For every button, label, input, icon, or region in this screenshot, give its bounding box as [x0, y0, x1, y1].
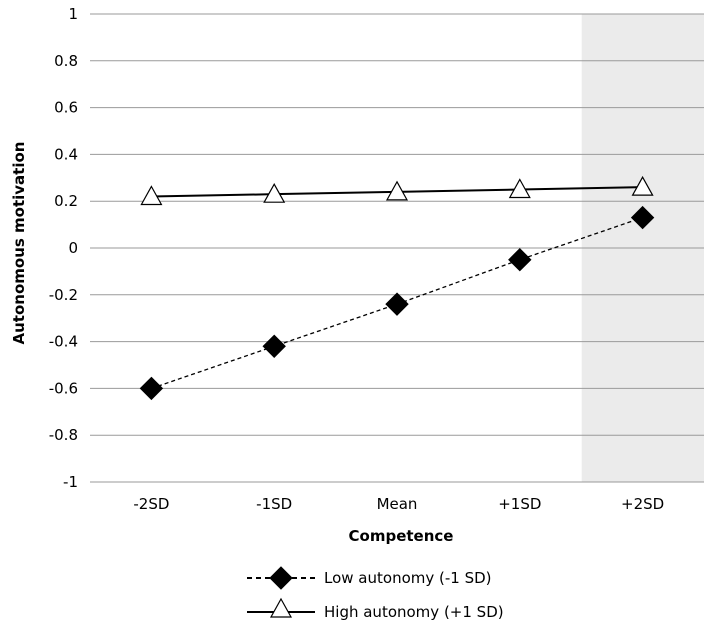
series-group [139, 175, 655, 401]
y-tick-label: 0.8 [54, 52, 78, 70]
legend: Low autonomy (-1 SD) High autonomy (+1 SD… [247, 566, 504, 621]
y-tick-label: 0 [68, 239, 78, 257]
y-tick-label: -0.2 [49, 286, 78, 304]
data-point [385, 180, 409, 201]
x-tick-labels: -2SD -1SD Mean +1SD +2SD [133, 495, 664, 513]
y-tick-label: 0.2 [54, 192, 78, 210]
data-point [262, 334, 286, 358]
y-axis-title: Autonomous motivation [10, 142, 28, 345]
legend-marker [269, 597, 293, 618]
data-point [631, 175, 654, 196]
gridlines [90, 13, 704, 483]
data-point [630, 205, 655, 230]
legend-label: High autonomy (+1 SD) [324, 603, 504, 621]
y-tick-label: -0.8 [49, 426, 78, 444]
y-tick-label: 1 [68, 5, 78, 23]
x-tick-label: Mean [377, 495, 418, 513]
x-tick-label: -1SD [256, 495, 292, 513]
y-tick-label: -0.6 [49, 379, 78, 397]
data-point [139, 376, 164, 401]
data-point [385, 292, 409, 316]
data-point [140, 185, 163, 206]
x-axis-title: Competence [349, 527, 454, 545]
data-point [508, 247, 532, 272]
legend-marker [269, 566, 293, 590]
legend-label: Low autonomy (-1 SD) [324, 569, 492, 587]
x-tick-label: +2SD [621, 495, 664, 513]
x-tick-label: -2SD [133, 495, 169, 513]
y-tick-label: 0.6 [54, 99, 78, 117]
data-point [263, 182, 286, 203]
y-tick-label: -0.4 [49, 333, 78, 351]
x-tick-label: +1SD [498, 495, 541, 513]
y-tick-label: -1 [63, 473, 78, 491]
data-point [508, 178, 531, 199]
y-tick-labels: 1 0.8 0.6 0.4 0.2 0 -0.2 -0.4 -0.6 -0.8 -1 [49, 5, 78, 491]
y-tick-label: 0.4 [54, 145, 78, 163]
